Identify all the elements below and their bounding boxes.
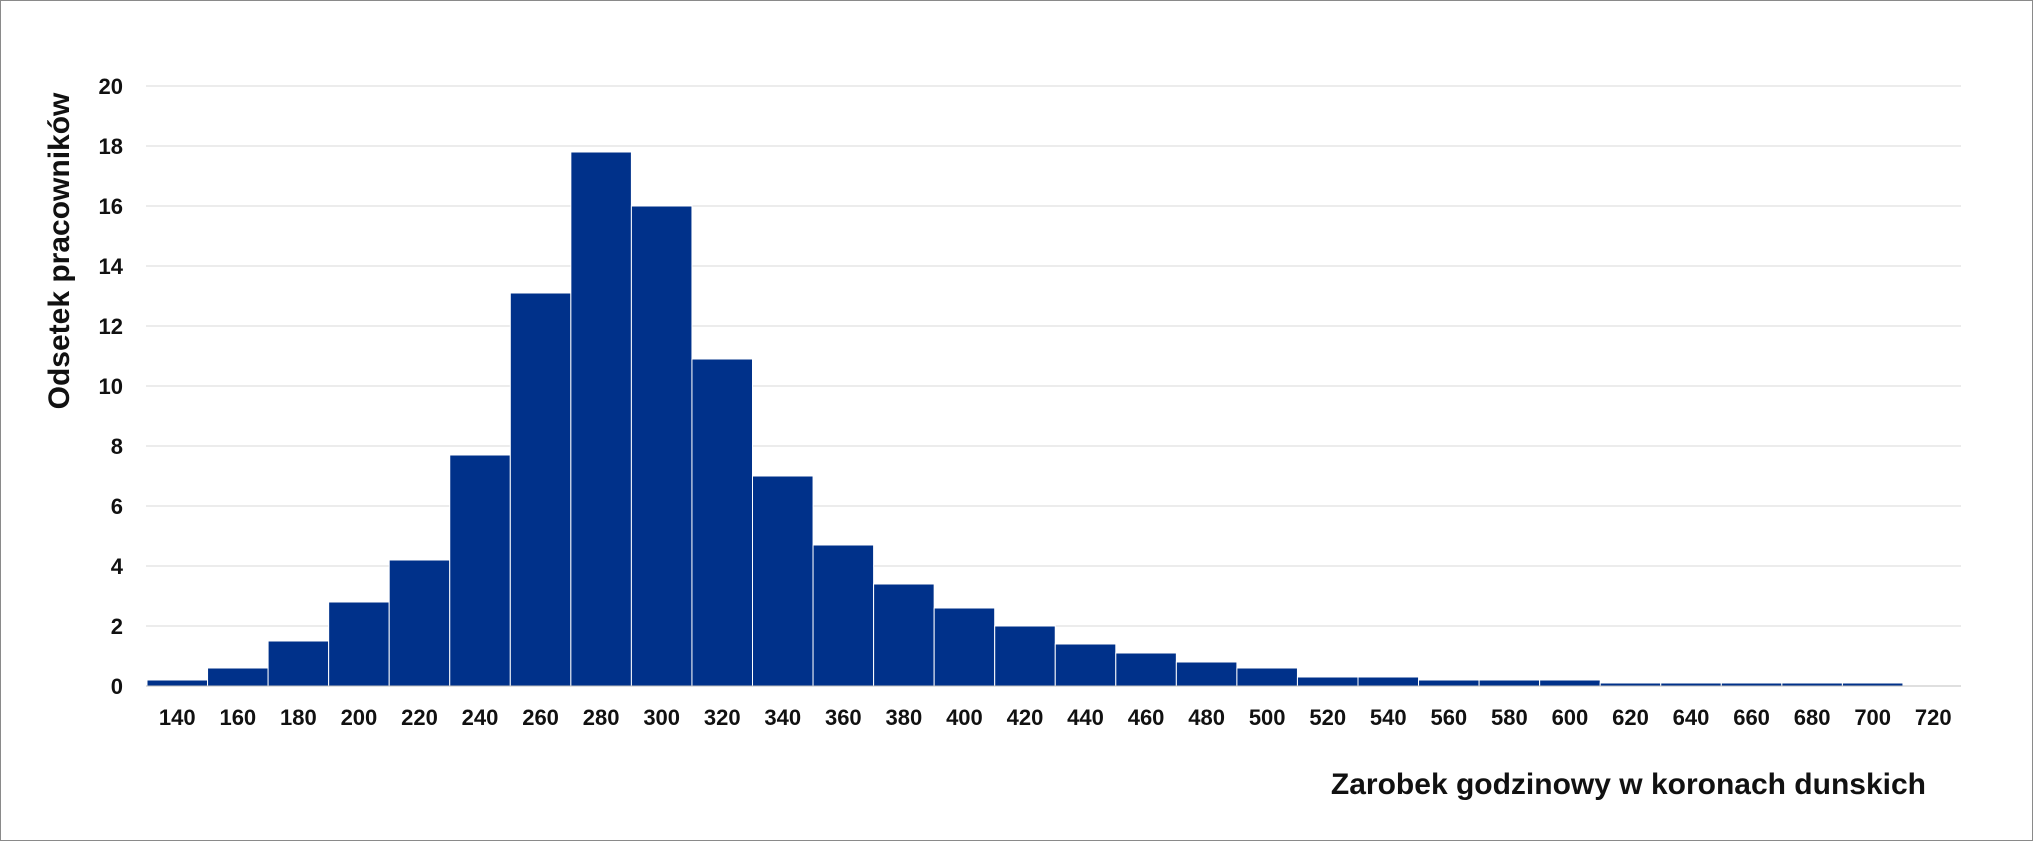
- x-tick-label: 340: [764, 705, 801, 730]
- histogram-bar: [630, 205, 693, 687]
- x-tick-label: 440: [1067, 705, 1104, 730]
- x-tick-label: 160: [219, 705, 256, 730]
- gridlines: [146, 85, 1961, 627]
- histogram-bar: [449, 454, 511, 687]
- histogram-bar: [1478, 679, 1541, 687]
- histogram-bar: [146, 679, 209, 687]
- x-tick-label: 520: [1309, 705, 1346, 730]
- x-tick-label: 580: [1491, 705, 1528, 730]
- histogram-bar: [328, 601, 390, 687]
- y-tick-label: 4: [111, 554, 124, 579]
- histogram-bar: [388, 559, 451, 687]
- histogram-bar: [207, 667, 269, 687]
- y-tick-label: 16: [99, 194, 123, 219]
- x-tick-label: 600: [1552, 705, 1589, 730]
- x-tick-label: 280: [583, 705, 620, 730]
- histogram-bar: [752, 475, 814, 687]
- x-tick-label: 500: [1249, 705, 1286, 730]
- x-tick-label: 420: [1007, 705, 1044, 730]
- x-tick-label: 720: [1915, 705, 1952, 730]
- x-tick-label: 540: [1370, 705, 1407, 730]
- x-tick-label: 360: [825, 705, 862, 730]
- histogram-bar: [1115, 652, 1177, 687]
- x-tick-label: 460: [1128, 705, 1165, 730]
- x-tick-label: 140: [159, 705, 196, 730]
- y-axis-ticks: 0 2 4 6 8 10 12 14 16 18 20: [99, 74, 124, 699]
- y-tick-label: 6: [111, 494, 123, 519]
- y-tick-label: 8: [111, 434, 123, 459]
- x-tick-label: 200: [341, 705, 378, 730]
- x-tick-label: 380: [886, 705, 923, 730]
- histogram-bar: [1236, 667, 1298, 687]
- histogram-bar: [1539, 679, 1601, 687]
- x-tick-label: 240: [462, 705, 499, 730]
- y-tick-label: 18: [99, 134, 123, 159]
- y-tick-label: 14: [99, 254, 124, 279]
- x-tick-label: 700: [1854, 705, 1891, 730]
- histogram-bar: [1357, 676, 1420, 687]
- bars: [146, 151, 1904, 687]
- x-tick-label: 660: [1733, 705, 1770, 730]
- histogram-bar: [933, 607, 996, 687]
- x-tick-label: 400: [946, 705, 983, 730]
- histogram-bar: [812, 544, 875, 687]
- y-axis-title: Odsetek pracowników: [43, 92, 76, 409]
- x-axis-title: Zarobek godzinowy w koronach dunskich: [1331, 768, 1926, 801]
- x-tick-label: 180: [280, 705, 317, 730]
- histogram-bar: [267, 640, 330, 687]
- x-axis-ticks: 140 160 180 200 220 240 260 280 300 320 340 360 380 4…: [159, 705, 1952, 730]
- x-tick-label: 260: [522, 705, 559, 730]
- histogram-bar: [570, 151, 632, 687]
- x-tick-label: 220: [401, 705, 438, 730]
- histogram-bar: [994, 625, 1056, 687]
- histogram-bar: [873, 583, 935, 687]
- y-tick-label: 0: [111, 674, 123, 699]
- histogram-bar: [1175, 661, 1238, 687]
- x-tick-label: 680: [1794, 705, 1831, 730]
- histogram-bar: [1418, 679, 1480, 687]
- x-tick-label: 320: [704, 705, 741, 730]
- y-tick-label: 2: [111, 614, 123, 639]
- histogram-bar: [509, 292, 572, 687]
- y-tick-label: 12: [99, 314, 123, 339]
- x-tick-label: 640: [1673, 705, 1710, 730]
- x-tick-label: 480: [1188, 705, 1225, 730]
- y-tick-label: 10: [99, 374, 123, 399]
- histogram-bar: [1296, 676, 1359, 687]
- y-tick-label: 20: [99, 74, 123, 99]
- x-tick-label: 300: [643, 705, 680, 730]
- histogram-bar: [1054, 643, 1117, 687]
- x-tick-label: 560: [1430, 705, 1467, 730]
- x-tick-label: 620: [1612, 705, 1649, 730]
- histogram-bar: [691, 358, 754, 687]
